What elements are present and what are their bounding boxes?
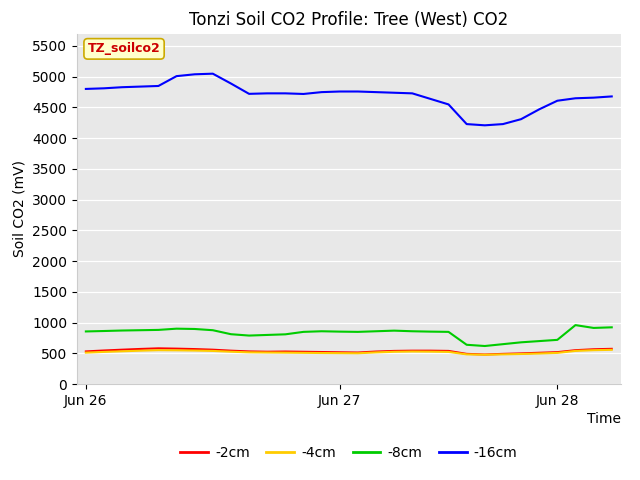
Text: TZ_soilco2: TZ_soilco2 — [88, 42, 161, 55]
Y-axis label: Soil CO2 (mV): Soil CO2 (mV) — [12, 160, 26, 257]
Text: Time: Time — [587, 412, 621, 426]
Title: Tonzi Soil CO2 Profile: Tree (West) CO2: Tonzi Soil CO2 Profile: Tree (West) CO2 — [189, 11, 508, 29]
Legend: -2cm, -4cm, -8cm, -16cm: -2cm, -4cm, -8cm, -16cm — [175, 440, 523, 465]
